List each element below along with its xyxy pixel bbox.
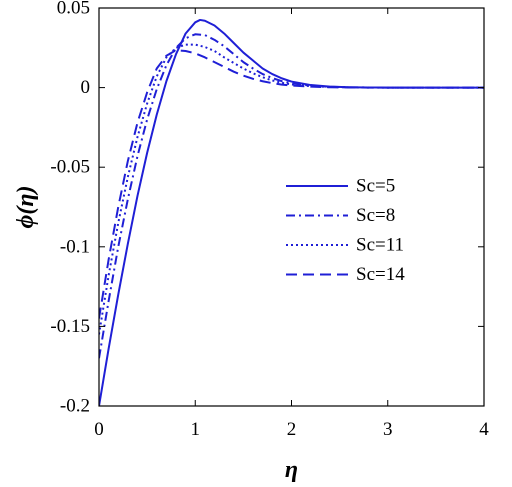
series-line-4 <box>99 49 484 319</box>
legend-label-2: Sc=8 <box>356 205 395 226</box>
y-tick-label-0: -0.2 <box>60 396 90 417</box>
y-tick-label-3: -0.05 <box>50 157 90 178</box>
legend: Sc=5 Sc=8 Sc=11 Sc=14 <box>286 176 405 285</box>
y-tick-label-5: 0.05 <box>57 0 90 19</box>
x-axis-label: η <box>285 457 298 483</box>
y-tick-label-1: -0.15 <box>50 316 90 337</box>
y-tick-label-4: 0 <box>81 77 91 98</box>
legend-label-1: Sc=5 <box>356 176 395 197</box>
axis-ticks <box>98 7 485 407</box>
legend-label-4: Sc=14 <box>356 264 405 285</box>
y-tick-label-2: -0.1 <box>60 236 90 257</box>
x-tick-label-2: 2 <box>287 419 297 440</box>
series-line-1 <box>99 18 484 406</box>
tick-labels: 0 1 2 3 4 -0.2 -0.15 -0.1 -0.05 0 0.05 <box>50 0 489 440</box>
x-tick-label-1: 1 <box>191 419 201 440</box>
series-line-3 <box>99 43 484 335</box>
series-curves <box>99 18 484 406</box>
x-tick-label-3: 3 <box>383 419 393 440</box>
legend-label-3: Sc=11 <box>356 235 404 256</box>
series-line-2 <box>99 33 484 359</box>
y-axis-label: ϕ(η) <box>13 185 39 228</box>
x-tick-label-4: 4 <box>479 419 489 440</box>
x-tick-label-0: 0 <box>94 419 104 440</box>
